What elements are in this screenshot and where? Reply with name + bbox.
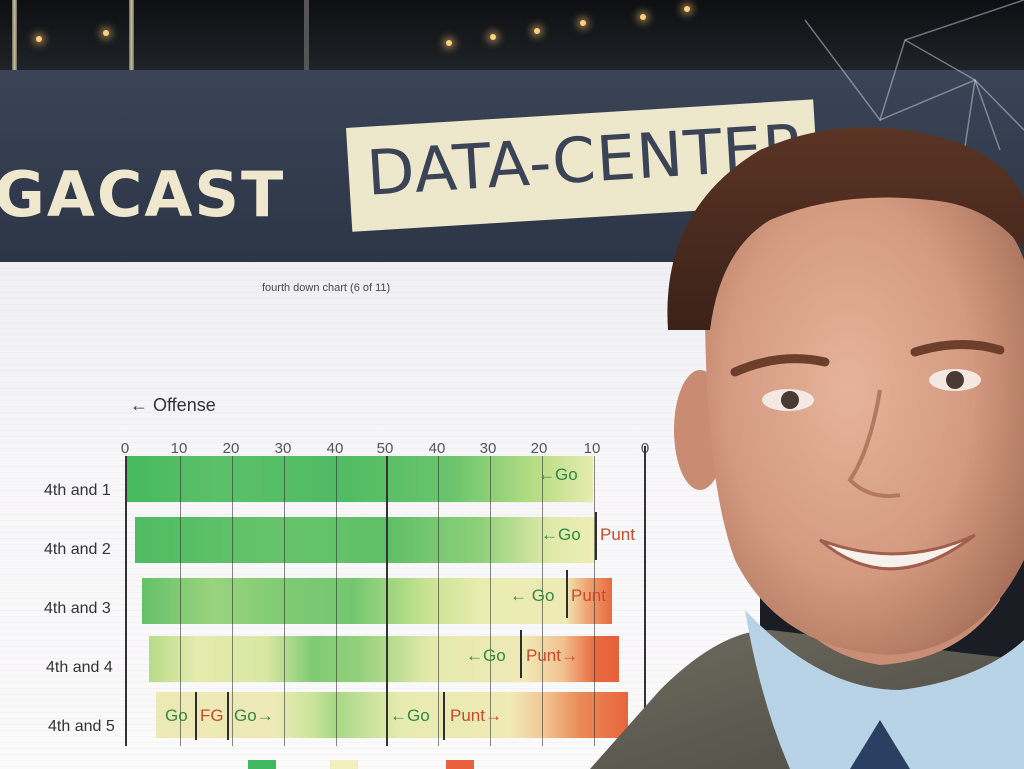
zone-label: ← Go (510, 586, 555, 605)
row-label: 4th and 5 (48, 718, 115, 735)
legend-swatch-punt (446, 760, 474, 769)
ceiling-light (534, 28, 540, 34)
row-label: 4th and 2 (44, 541, 111, 558)
zone-label: ←Go (466, 646, 506, 665)
row-label: 4th and 4 (46, 659, 113, 676)
bar-4th-and-4 (149, 636, 619, 682)
brand-text-left: GACAST (0, 158, 286, 231)
zone-label: Go→ (234, 706, 274, 725)
legend-swatch-mid (330, 760, 358, 769)
midfield-line (386, 456, 388, 746)
zone-divider (595, 512, 597, 560)
zone-divider (520, 630, 522, 678)
grid-line (284, 456, 285, 746)
tick-label: 10 (170, 440, 188, 457)
ceiling-light (684, 6, 690, 12)
tick-label: 0 (120, 440, 130, 457)
grid-line (438, 456, 439, 746)
zone-label: ←Go (538, 465, 578, 484)
tick-label: 30 (274, 440, 292, 457)
zone-label: ←Go (541, 525, 581, 544)
pole (12, 0, 17, 80)
pole (129, 0, 134, 80)
zone-divider (195, 692, 197, 740)
zone-label: Punt (571, 586, 606, 605)
ceiling-light (640, 14, 646, 20)
zone-label: Punt→ (450, 706, 502, 725)
offense-label: ← Offense (130, 395, 216, 415)
right-axis-line (644, 446, 646, 746)
ceiling-light (103, 30, 109, 36)
grid-line (232, 456, 233, 746)
chart-title: fourth down chart (6 of 11) (262, 282, 391, 294)
zone-divider (443, 692, 445, 740)
zone-label: Go (165, 706, 188, 725)
tick-label: 40 (326, 440, 344, 457)
ceiling-light (580, 20, 586, 26)
grid-line (180, 456, 181, 746)
tick-label: 30 (479, 440, 497, 457)
zone-label: Punt→ (526, 646, 578, 665)
zone-divider (227, 692, 229, 740)
grid-line (594, 456, 595, 746)
grid-line (542, 456, 543, 746)
tick-label: 20 (530, 440, 548, 457)
bar-4th-and-1 (127, 456, 593, 502)
bar-4th-and-2 (135, 517, 595, 563)
ceiling-light (36, 36, 42, 42)
tick-label: 40 (428, 440, 446, 457)
row-label: 4th and 1 (44, 482, 111, 499)
zone-divider (566, 570, 568, 618)
bar-4th-and-5 (156, 692, 628, 738)
row-label: 4th and 3 (44, 600, 111, 617)
grid-line (336, 456, 337, 746)
tick-label: 10 (583, 440, 601, 457)
bar-4th-and-3 (142, 578, 612, 624)
zone-label: FG (200, 706, 224, 725)
ceiling-light (446, 40, 452, 46)
pole (304, 0, 309, 76)
ceiling-light (490, 34, 496, 40)
zone-label: Punt (600, 525, 635, 544)
tick-label: 20 (222, 440, 240, 457)
zone-label: ←Go (390, 706, 430, 725)
tick-label: 50 (376, 440, 394, 457)
legend-swatch-go (248, 760, 276, 769)
grid-line (490, 456, 491, 746)
left-axis-line (125, 456, 127, 746)
